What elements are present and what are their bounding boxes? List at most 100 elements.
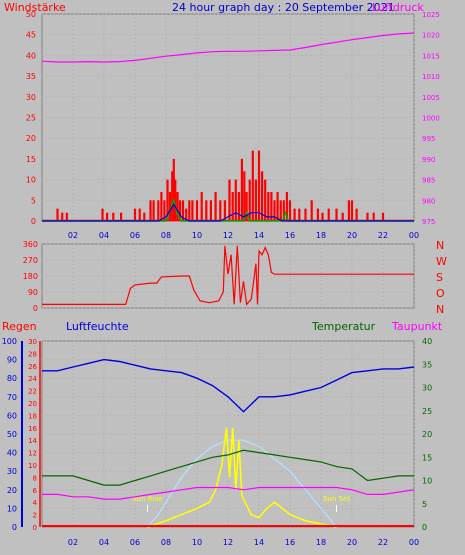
wind-bar (372, 212, 375, 221)
wind-bar (273, 200, 276, 221)
x-tick-label: 22 (378, 231, 388, 240)
wind-bar (347, 200, 350, 221)
direction-tick-label: 90 (28, 288, 38, 297)
wind-bar (321, 212, 324, 221)
pressure-tick-label: 1015 (422, 52, 440, 60)
humidity-tick-label: 70 (7, 393, 17, 402)
wind-bar (223, 200, 226, 221)
x-tick-label: 18 (316, 231, 326, 240)
x-tick-label: 12 (223, 538, 233, 547)
direction-tick-label: 0 (33, 304, 38, 313)
compass-letter: N (436, 303, 444, 316)
pressure-tick-label: 980 (422, 197, 435, 205)
wind-bar (245, 192, 248, 221)
compass-letter: N (436, 239, 444, 252)
wind-bar (106, 212, 109, 221)
wind-bar (195, 200, 199, 221)
wind-bar (112, 212, 115, 221)
temperature-tick-label: 5 (422, 500, 427, 509)
wind-tick-label: 30 (26, 93, 36, 102)
wind-bar (178, 200, 182, 221)
wind-bar (171, 171, 174, 221)
wind-bar (185, 208, 188, 221)
x-tick-label: 06 (130, 231, 140, 240)
wind-bar (282, 200, 285, 221)
wind-bar (228, 179, 231, 221)
humidity-tick-label: 30 (7, 467, 17, 476)
wind-bar (279, 200, 282, 221)
wind-bar (160, 192, 163, 221)
sunrise-label: Sun Rise (132, 495, 162, 503)
wind-bar (335, 208, 338, 221)
wind-bar (270, 192, 273, 221)
rain-tick-label: 12 (28, 450, 37, 458)
rain-tick-label: 30 (28, 338, 37, 346)
wind-bar (157, 200, 160, 221)
pressure-tick-label: 1000 (422, 115, 440, 123)
x-tick-label: 08 (161, 231, 171, 240)
temperature-tick-label: 40 (422, 337, 432, 346)
humidity-axis-label: Luftfeuchte (66, 320, 129, 333)
rain-tick-label: 10 (28, 462, 37, 470)
wind-bar (285, 192, 288, 221)
wind-average-line (42, 203, 414, 222)
wind-axis-label: Windstärke (4, 1, 66, 14)
x-tick-label: 22 (378, 538, 388, 547)
humidity-tick-label: 100 (2, 337, 17, 346)
rain-tick-label: 14 (28, 437, 37, 445)
x-tick-label: 08 (161, 538, 171, 547)
humidity-temperature-panel: 0102030405060708090100024681012141618202… (2, 337, 432, 547)
x-tick-label: 04 (99, 538, 109, 547)
wind-bar (243, 171, 246, 221)
compass-letter: S (436, 271, 443, 284)
x-tick-label: 16 (285, 538, 295, 547)
rain-tick-label: 26 (28, 363, 37, 371)
humidity-line (42, 358, 415, 413)
wind-bar (267, 192, 270, 221)
wind-bar (310, 200, 313, 221)
rain-tick-label: 18 (28, 412, 37, 420)
wind-bar (237, 192, 240, 221)
pressure-tick-label: 995 (422, 135, 435, 143)
wind-bar (209, 200, 212, 221)
wind-bar (316, 208, 319, 221)
solar-line (147, 427, 337, 528)
x-tick-label: 06 (130, 538, 140, 547)
wind-bar (172, 158, 175, 221)
rain-tick-label: 20 (28, 400, 37, 408)
temperature-tick-label: 10 (422, 477, 432, 486)
pressure-tick-label: 975 (422, 218, 435, 226)
x-tick-label: 02 (68, 231, 78, 240)
wind-bar (163, 200, 166, 221)
pressure-axis-label: Luftdruck (372, 1, 424, 14)
rain-tick-label: 4 (33, 499, 38, 507)
wind-bar (366, 212, 369, 221)
wind-bar (191, 200, 194, 221)
wind-tick-label: 10 (26, 176, 36, 185)
wind-bar (149, 200, 152, 221)
wind-bar (234, 179, 237, 221)
wind-bar (61, 212, 64, 221)
rain-tick-label: 22 (28, 388, 37, 396)
wind-bar (200, 192, 203, 221)
humidity-tick-label: 10 (7, 504, 17, 513)
rain-tick-label: 16 (28, 425, 37, 433)
rain-tick-label: 8 (33, 474, 37, 482)
wind-bar (65, 212, 68, 221)
wind-bar (176, 192, 179, 221)
wind-bar (341, 212, 344, 221)
x-tick-label: 10 (192, 538, 202, 547)
x-tick-label: 12 (223, 231, 233, 240)
wind-bar (355, 208, 358, 221)
temperature-tick-label: 35 (422, 360, 432, 369)
wind-bar (168, 192, 171, 221)
wind-tick-label: 40 (26, 51, 36, 60)
wind-pressure-panel: 0510152025303540455097598098599099510001… (26, 10, 440, 240)
direction-tick-label: 270 (23, 256, 38, 265)
x-tick-label: 02 (68, 538, 78, 547)
x-tick-label: 14 (254, 231, 264, 240)
wind-bar (257, 150, 261, 221)
wind-bar (205, 200, 208, 221)
pressure-line (41, 32, 415, 63)
sunset-label: Sun Set (323, 495, 350, 503)
